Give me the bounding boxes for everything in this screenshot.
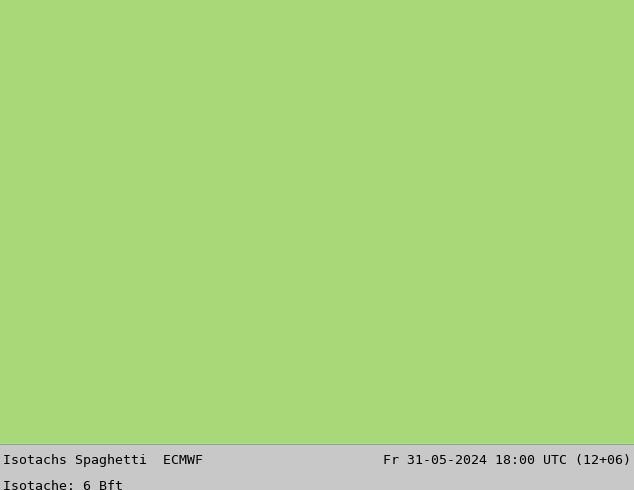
Polygon shape <box>0 0 634 443</box>
Text: Isotache: 6 Bft: Isotache: 6 Bft <box>3 480 123 490</box>
Text: Fr 31-05-2024 18:00 UTC (12+06): Fr 31-05-2024 18:00 UTC (12+06) <box>383 454 631 466</box>
Text: Isotachs Spaghetti  ECMWF: Isotachs Spaghetti ECMWF <box>3 454 203 466</box>
